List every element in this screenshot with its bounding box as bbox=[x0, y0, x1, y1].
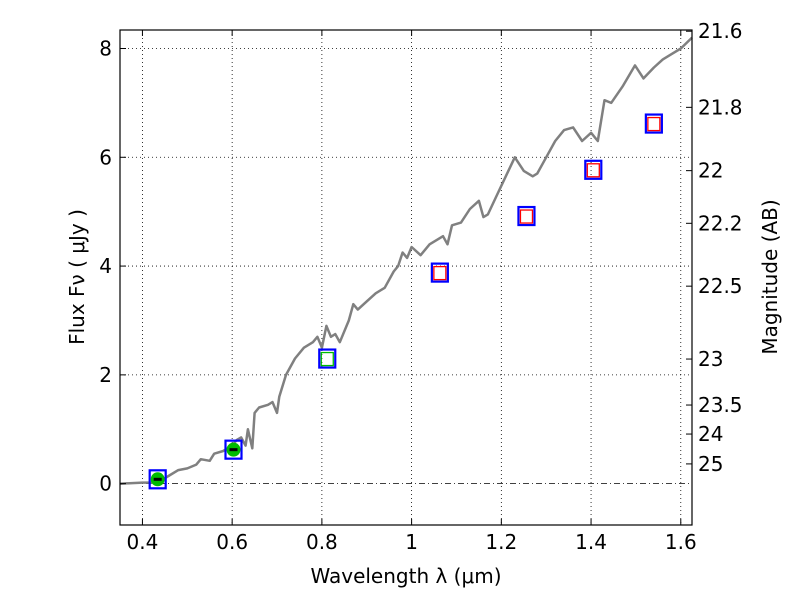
x-tick-label: 0.4 bbox=[127, 530, 159, 554]
y-tick-label: 6 bbox=[99, 145, 112, 169]
y-tick-label: 4 bbox=[99, 254, 112, 278]
outer-square-marker bbox=[148, 469, 167, 490]
y2-tick-label: 25 bbox=[698, 452, 723, 476]
outer-square-marker bbox=[517, 205, 536, 227]
x-tick-label: 0.8 bbox=[306, 530, 338, 554]
x-tick-label: 1 bbox=[405, 530, 418, 554]
x-tick-label: 1.4 bbox=[575, 530, 607, 554]
inner-square-marker bbox=[320, 351, 334, 367]
inner-square-marker bbox=[586, 163, 600, 178]
outer-square-marker bbox=[644, 113, 663, 134]
outer-square-marker bbox=[430, 262, 449, 283]
y2-tick-label: 22 bbox=[698, 159, 723, 183]
y2-tick-label: 24 bbox=[698, 422, 723, 446]
photometry-point bbox=[584, 159, 603, 180]
x-tick-label: 1.6 bbox=[665, 530, 697, 554]
outer-square-marker bbox=[318, 348, 337, 369]
y2-tick-label: 22.5 bbox=[698, 274, 743, 298]
inner-square-marker bbox=[647, 116, 661, 132]
spectrum-line bbox=[119, 36, 693, 485]
y-axis-label: Flux Fν ( μJy ) bbox=[65, 209, 89, 345]
photometry-point bbox=[224, 439, 243, 460]
ticks: 0.4 0.6 0.8 1 1.2 1.4 1.60246821.621.82222.222… bbox=[99, 19, 742, 554]
photometry-point bbox=[148, 469, 167, 490]
y-tick-label: 8 bbox=[99, 36, 112, 60]
outer-square-marker bbox=[584, 159, 603, 180]
error-bar bbox=[229, 448, 238, 452]
y2-axis-label: Magnitude (AB) bbox=[758, 199, 782, 354]
y2-tick-label: 22.2 bbox=[698, 211, 743, 235]
y-tick-label: 2 bbox=[99, 363, 112, 387]
photometry-point bbox=[430, 262, 449, 283]
x-axis-label: Wavelength λ (μm) bbox=[310, 564, 501, 588]
plot-frame bbox=[119, 29, 693, 526]
error-bar bbox=[153, 477, 162, 481]
inner-square-marker bbox=[433, 265, 447, 281]
photometry-point bbox=[644, 113, 663, 134]
grid bbox=[120, 30, 692, 525]
y-tick-label: 0 bbox=[99, 472, 112, 496]
photometry-point bbox=[318, 348, 337, 369]
y2-tick-label: 23 bbox=[698, 347, 723, 371]
y2-tick-label: 21.8 bbox=[698, 95, 743, 119]
x-tick-label: 1.2 bbox=[485, 530, 517, 554]
x-tick-label: 0.6 bbox=[216, 530, 248, 554]
photometry-point bbox=[517, 205, 536, 227]
outer-square-marker bbox=[224, 439, 243, 460]
inner-square-marker bbox=[519, 209, 534, 224]
y2-tick-label: 23.5 bbox=[698, 393, 743, 417]
photometry-points bbox=[148, 113, 663, 490]
y2-tick-label: 21.6 bbox=[698, 19, 743, 43]
